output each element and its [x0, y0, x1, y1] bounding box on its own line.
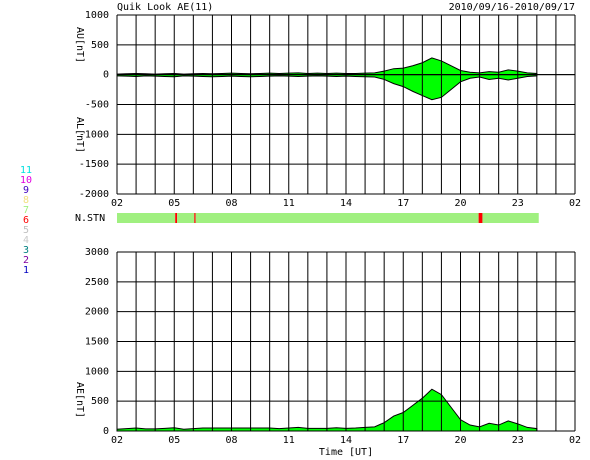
x-tick-label: 11: [283, 435, 295, 446]
legend-entry: 11: [20, 165, 32, 176]
y-axis-label: AE[nT]: [74, 382, 85, 418]
y-tick-label: -1000: [79, 129, 109, 140]
legend-entry: 4: [23, 235, 29, 246]
x-tick-label: 20: [454, 198, 466, 209]
y-tick-label: 500: [91, 396, 109, 407]
y-tick-label: 1500: [85, 337, 109, 348]
x-tick-label: 23: [512, 435, 524, 446]
date-range: 2010/09/16-2010/09/17: [449, 2, 575, 13]
x-tick-label: 02: [569, 198, 581, 209]
legend-entry: 3: [23, 245, 29, 256]
legend-entry: 6: [23, 215, 29, 226]
y-axis-label: AL[nT]: [74, 117, 85, 153]
x-tick-label: 08: [225, 435, 237, 446]
strip-label: N.STN: [75, 213, 105, 224]
x-tick-label: 05: [168, 435, 180, 446]
y-axis-label: AU[nT]: [74, 27, 85, 63]
x-axis-label: Time [UT]: [319, 447, 373, 458]
legend-entry: 10: [20, 175, 32, 186]
station-count-segment: [195, 213, 479, 223]
area-al: [116, 74, 538, 101]
x-tick-label: 20: [454, 435, 466, 446]
legend-entry: 9: [23, 185, 29, 196]
y-tick-label: 500: [91, 40, 109, 51]
y-tick-label: 1000: [85, 366, 109, 377]
x-tick-label: 17: [397, 435, 409, 446]
x-tick-label: 08: [225, 198, 237, 209]
station-count-segment: [175, 213, 178, 223]
x-tick-label: 02: [569, 435, 581, 446]
y-tick-label: 0: [103, 70, 109, 81]
legend-entry: 5: [23, 225, 29, 236]
legend-entry: 1: [23, 265, 29, 276]
y-tick-label: -1500: [79, 159, 109, 170]
x-tick-label: 02: [111, 435, 123, 446]
station-count-segment: [117, 213, 176, 223]
y-tick-label: 0: [103, 426, 109, 437]
title: Quik Look AE(11): [117, 2, 213, 13]
x-tick-label: 14: [340, 198, 352, 209]
x-tick-label: 05: [168, 198, 180, 209]
y-tick-label: -2000: [79, 189, 109, 200]
x-tick-label: 11: [283, 198, 295, 209]
legend-entry: 7: [23, 205, 29, 216]
y-tick-label: 3000: [85, 247, 109, 258]
y-tick-label: 2500: [85, 277, 109, 288]
station-count-segment: [194, 213, 196, 223]
station-count-segment: [482, 213, 539, 223]
legend-entry: 8: [23, 195, 29, 206]
x-tick-label: 14: [340, 435, 352, 446]
y-tick-label: -500: [85, 100, 109, 111]
area-au: [116, 57, 538, 76]
area-ae: [116, 388, 538, 432]
y-tick-label: 2000: [85, 307, 109, 318]
y-tick-label: 1000: [85, 10, 109, 21]
station-count-segment: [177, 213, 195, 223]
station-count-segment: [478, 213, 483, 223]
x-tick-label: 02: [111, 198, 123, 209]
x-tick-label: 17: [397, 198, 409, 209]
legend-entry: 2: [23, 255, 29, 266]
x-tick-label: 23: [512, 198, 524, 209]
